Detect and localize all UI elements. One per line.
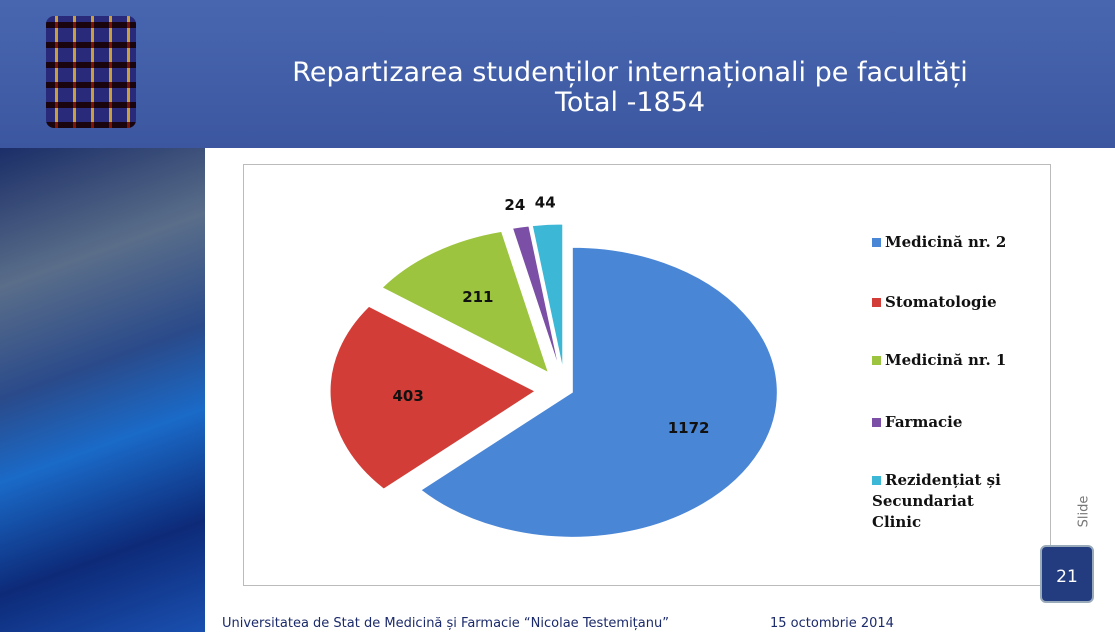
data-label: 44 bbox=[535, 193, 556, 211]
chart-subtitle: Total -1854 bbox=[554, 87, 706, 118]
pie-slice bbox=[329, 305, 537, 490]
data-label: 211 bbox=[462, 288, 493, 306]
pie-slice bbox=[531, 223, 564, 370]
chart-title: Repartizarea studenților internaționali … bbox=[292, 57, 968, 88]
title-block: Repartizarea studenților internaționali … bbox=[200, 58, 1060, 118]
legend-label: Medicină nr. 2 bbox=[885, 233, 1007, 251]
legend-swatch bbox=[872, 298, 881, 307]
pie-slice bbox=[381, 230, 550, 374]
data-label: 403 bbox=[393, 387, 424, 405]
footer-date: 15 octombrie 2014 bbox=[770, 616, 894, 631]
pie-slice bbox=[420, 246, 778, 538]
legend-swatch bbox=[872, 476, 881, 485]
pie-slice bbox=[511, 225, 560, 370]
legend-swatch bbox=[872, 356, 881, 365]
legend-item: Farmacie bbox=[872, 412, 1022, 433]
data-label: 1172 bbox=[668, 419, 710, 437]
data-label: 24 bbox=[504, 196, 525, 214]
legend-item: Stomatologie bbox=[872, 292, 1022, 313]
legend-label: Stomatologie bbox=[885, 293, 997, 311]
legend-label: Rezidențiat și Secundariat Clinic bbox=[872, 471, 1001, 531]
slide-number: 21 bbox=[1040, 545, 1094, 603]
header bbox=[0, 0, 1115, 148]
legend-label: Medicină nr. 1 bbox=[885, 351, 1007, 369]
legend-item: Medicină nr. 1 bbox=[872, 350, 1022, 371]
legend-swatch bbox=[872, 238, 881, 247]
legend-label: Farmacie bbox=[885, 413, 963, 431]
legend-item: Rezidențiat și Secundariat Clinic bbox=[872, 470, 1022, 533]
footer-institution: Universitatea de Stat de Medicină și Far… bbox=[222, 616, 669, 631]
legend-item: Medicină nr. 2 bbox=[872, 232, 1022, 253]
side-image bbox=[0, 148, 205, 632]
logo bbox=[46, 16, 136, 128]
legend-swatch bbox=[872, 418, 881, 427]
slide-label: Slide bbox=[1076, 495, 1092, 528]
